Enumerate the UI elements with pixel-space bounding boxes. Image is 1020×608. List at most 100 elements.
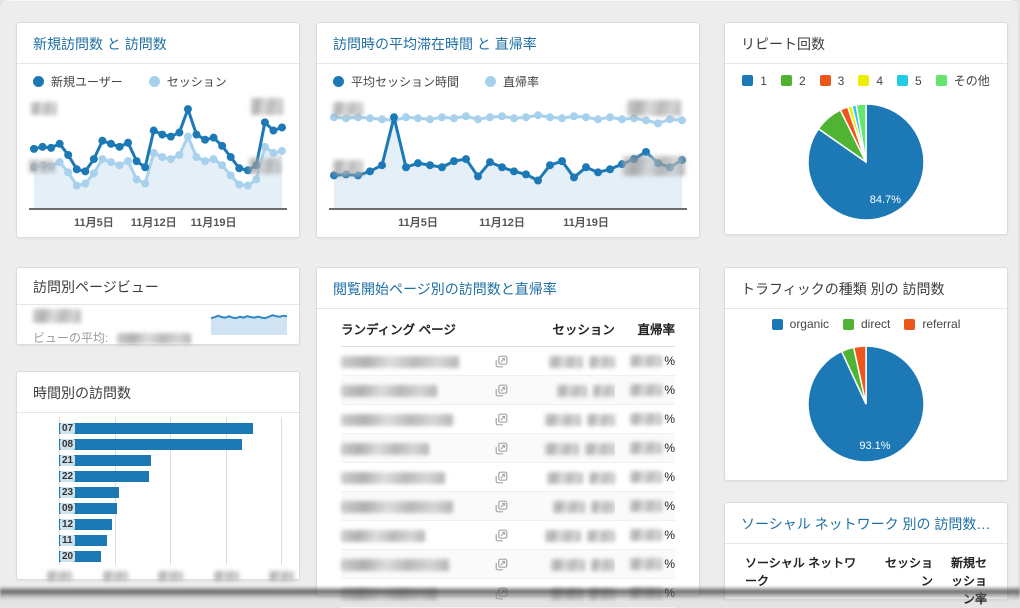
legend-label: organic: [789, 317, 829, 331]
widget-title-social-networks[interactable]: ソーシャル ネットワーク 別の 訪問数 と ...: [725, 503, 1007, 544]
pie-data-label: 84.7%: [870, 194, 901, 206]
legend-new-visits: 新規ユーザー セッション: [17, 64, 299, 94]
col-sessions[interactable]: セッション: [534, 309, 615, 347]
cell-sessions: [534, 346, 615, 376]
bar-row: 20: [33, 549, 283, 565]
landing-pages-table: ランディング ページ セッション 直帰率 %%%%%%%%%: [341, 309, 675, 608]
widget-traffic-type: トラフィックの種類 別の 訪問数 organic direct referral 9…: [724, 267, 1008, 481]
col-bounce-rate[interactable]: 直帰率: [614, 309, 675, 347]
external-link-icon[interactable]: [495, 500, 508, 513]
widget-title-avg-time-bounce[interactable]: 訪問時の平均滞在時間 と 直帰率: [317, 23, 699, 64]
pie-slice-その他: [855, 103, 867, 163]
external-link-icon[interactable]: [495, 529, 508, 542]
bar-22: [59, 471, 150, 482]
redacted-metric-value: [33, 309, 81, 323]
widget-title-new-visits[interactable]: 新規訪問数 と 訪問数: [17, 23, 299, 64]
percent-suffix: %: [664, 441, 675, 456]
visits-by-hour-bar-chart[interactable]: 07 08 21 22 23 09 12 11 20: [33, 415, 294, 583]
redacted-bounce-value: [630, 500, 663, 513]
repeat-count-pie-chart[interactable]: 84.7%: [725, 95, 1007, 229]
redacted-sessions-value: [590, 558, 615, 571]
legend-swatch: [485, 76, 497, 87]
legend-label: 平均セッション時間: [351, 75, 460, 89]
widget-social-networks: ソーシャル ネットワーク 別の 訪問数 と ... ソーシャル ネットワーク セ…: [724, 502, 1008, 606]
redacted-axis-value: [333, 160, 363, 176]
cell-bounce-rate: %: [614, 462, 675, 492]
external-link-icon[interactable]: [495, 587, 508, 600]
percent-suffix: %: [664, 557, 675, 572]
legend-item: 新規ユーザー: [33, 73, 123, 90]
redacted-axis-value: [623, 156, 685, 176]
x-axis-new-visits: 11月5日 11月12日 11月19日: [29, 210, 287, 230]
external-link-icon[interactable]: [495, 442, 508, 455]
new-visits-line-chart[interactable]: [29, 98, 287, 210]
bar-row: 21: [33, 453, 283, 469]
bar-category-label: 21: [60, 455, 76, 466]
redacted-sessions-value: [588, 587, 615, 600]
table-row: %: [341, 462, 675, 492]
legend-item: direct: [843, 317, 890, 331]
external-link-icon[interactable]: [495, 384, 508, 397]
percent-suffix: %: [664, 586, 675, 601]
legend-item: 4: [858, 74, 883, 88]
legend-label: 新規ユーザー: [51, 75, 123, 89]
redacted-landing-page: [341, 355, 459, 368]
legend-label: 4: [876, 73, 884, 88]
legend-item: referral: [904, 317, 960, 331]
cell-landing-page: [341, 462, 495, 492]
legend-swatch: [148, 76, 160, 87]
external-link-icon[interactable]: [495, 355, 508, 368]
traffic-type-pie-chart[interactable]: 93.1%: [725, 337, 1007, 471]
legend-item: その他: [935, 72, 990, 89]
external-link-icon[interactable]: [495, 558, 508, 571]
legend-swatch: [819, 75, 831, 86]
cell-external-link: [494, 375, 535, 405]
percent-suffix: %: [664, 470, 675, 485]
pageviews-body: ビューの平均:: [17, 305, 299, 345]
cell-external-link: [494, 346, 535, 376]
table-row: %: [341, 404, 675, 434]
legend-swatch: [333, 76, 344, 87]
table-header-row: ランディング ページ セッション 直帰率: [341, 309, 675, 347]
redacted-sessions-value: [556, 384, 587, 397]
external-link-icon[interactable]: [495, 413, 508, 426]
cell-bounce-rate: %: [614, 549, 675, 579]
cell-sessions: [534, 549, 615, 579]
avg-time-bounce-line-chart[interactable]: [329, 98, 687, 210]
cell-sessions: [534, 520, 615, 550]
legend-item: 5: [897, 74, 922, 88]
table-row: %: [341, 549, 675, 579]
col-social-network[interactable]: ソーシャル ネットワーク: [745, 556, 857, 588]
col-landing-page[interactable]: ランディング ページ: [341, 309, 495, 347]
redacted-axis-value: [29, 160, 55, 173]
col-sessions[interactable]: セッション: [884, 556, 933, 588]
pageviews-sparkline[interactable]: [211, 307, 287, 335]
bar-row: 08: [33, 437, 283, 453]
redacted-axis-value: [251, 98, 283, 115]
pageviews-average-label: ビューの平均:: [33, 331, 109, 345]
redacted-sessions-value: [590, 500, 615, 513]
external-link-icon[interactable]: [495, 471, 508, 484]
bar-row: 12: [33, 517, 283, 533]
x-axis-tick: 11月5日: [73, 217, 114, 229]
cell-landing-page: [341, 375, 495, 405]
legend-item: 直帰率: [485, 73, 539, 90]
legend-avg-time-bounce: 平均セッション時間 直帰率: [317, 64, 699, 94]
table-row: %: [341, 520, 675, 550]
cell-external-link: [494, 433, 535, 463]
legend-swatch: [904, 318, 916, 330]
redacted-bounce-value: [630, 355, 663, 368]
widget-title-landing-pages[interactable]: 閲覧開始ページ別の訪問数と直帰率: [317, 268, 699, 309]
redacted-bounce-value: [630, 587, 663, 600]
cell-bounce-rate: %: [614, 404, 675, 434]
cell-bounce-rate: %: [614, 491, 675, 521]
bar-23: [59, 487, 120, 498]
redacted-axis-value: [333, 102, 363, 116]
bar-category-label: 22: [60, 471, 76, 482]
legend-label: direct: [861, 317, 891, 331]
bar-row: 23: [33, 485, 283, 501]
cell-sessions: [534, 491, 615, 521]
widget-repeat-count: リピート回数 1 2 3 4 5 その他 84.7%: [724, 22, 1008, 235]
redacted-sessions-value: [546, 471, 583, 484]
